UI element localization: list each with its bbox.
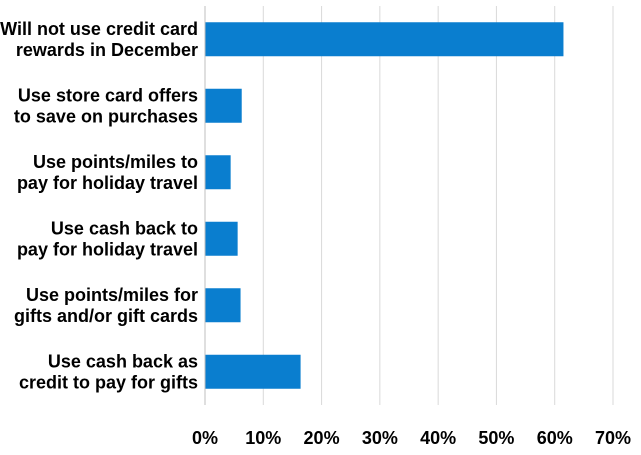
bar: [205, 288, 241, 323]
category-label: Will not use credit card rewards in Decem…: [0, 19, 198, 60]
x-tick-label: 30%: [362, 428, 398, 448]
bar: [205, 354, 301, 389]
bar: [205, 155, 231, 190]
category-label-line: rewards in December: [16, 40, 198, 60]
gridlines: [204, 6, 614, 405]
category-label-line: Use points/miles to: [33, 152, 198, 172]
category-label-line: credit to pay for gifts: [19, 372, 198, 392]
category-label-line: Use cash back to: [51, 218, 198, 238]
category-label: Use points/miles to pay for holiday trave…: [17, 152, 198, 193]
bar: [205, 221, 238, 256]
category-label: Use cash back as credit to pay for gifts: [19, 351, 198, 392]
category-labels: Will not use credit card rewards in Decem…: [0, 19, 198, 393]
bar: [205, 88, 242, 123]
bars: [205, 22, 564, 389]
category-label: Use store card offers to save on purchase…: [14, 85, 198, 126]
x-tick-label: 70%: [595, 428, 631, 448]
category-label-line: Use cash back as: [48, 351, 198, 371]
category-label-line: pay for holiday travel: [17, 239, 198, 259]
category-label-line: pay for holiday travel: [17, 173, 198, 193]
x-tick-label: 10%: [245, 428, 281, 448]
x-tick-label: 60%: [537, 428, 573, 448]
x-tick-label: 40%: [420, 428, 456, 448]
x-tick-labels: 0% 10% 20% 30% 40% 50% 60% 70%: [192, 428, 631, 448]
category-label-line: to save on purchases: [14, 106, 198, 126]
x-tick-label: 50%: [478, 428, 514, 448]
category-label-line: Will not use credit card: [0, 19, 198, 39]
category-label: Use points/miles for gifts and/or gift ca…: [14, 285, 198, 326]
category-label-line: Use store card offers: [18, 85, 198, 105]
category-label: Use cash back to pay for holiday travel: [17, 218, 198, 259]
category-label-line: Use points/miles for: [26, 285, 198, 305]
x-tick-label: 0%: [192, 428, 218, 448]
bar: [205, 22, 564, 57]
x-tick-label: 20%: [304, 428, 340, 448]
category-label-line: gifts and/or gift cards: [14, 306, 198, 326]
